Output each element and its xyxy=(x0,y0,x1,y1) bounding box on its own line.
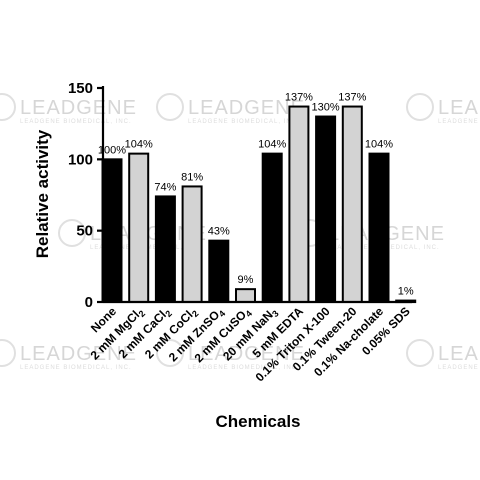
y-axis-title: Relative activity xyxy=(33,129,52,258)
y-tick-label-1: 50 xyxy=(76,223,93,240)
data-label-2: 74% xyxy=(154,181,176,193)
data-label-10: 104% xyxy=(365,139,393,151)
x-axis-title: Chemicals xyxy=(215,412,300,431)
data-label-9: 137% xyxy=(338,92,366,104)
data-label-7: 137% xyxy=(285,92,313,104)
bar-8 xyxy=(315,115,337,303)
bar-7 xyxy=(288,105,310,304)
data-label-6: 104% xyxy=(258,139,286,151)
watermark-subtext: LEADGENE BIOMEDICAL, INC. xyxy=(188,119,300,125)
bar-6 xyxy=(261,152,283,303)
watermark-text: LEADGENE xyxy=(188,97,305,119)
y-tick-label-0: 0 xyxy=(85,294,93,311)
data-label-1: 104% xyxy=(125,139,153,151)
watermark-subtext: LEADGENE BIOMEDICAL, INC. xyxy=(20,119,132,125)
watermark-text: LEADGENE xyxy=(438,343,480,365)
watermark-text: LEADGENE xyxy=(20,343,137,365)
data-label-5: 9% xyxy=(238,274,254,286)
y-tick-label-3: 150 xyxy=(68,80,93,97)
bar-1 xyxy=(128,152,150,303)
bar-4 xyxy=(208,239,230,304)
watermark-emblem-icon xyxy=(406,339,434,367)
data-label-3: 81% xyxy=(181,171,203,183)
bar-9 xyxy=(341,105,363,304)
watermark-emblem-icon xyxy=(58,219,86,247)
watermark-subtext: LEADGENE BIOMEDICAL, INC. xyxy=(438,119,480,125)
watermark-emblem-icon xyxy=(0,93,16,121)
bar-3 xyxy=(181,185,203,303)
bars-group xyxy=(101,105,417,304)
bar-0 xyxy=(101,158,123,303)
data-label-11: 1% xyxy=(398,286,414,298)
data-label-4: 43% xyxy=(208,226,230,238)
bar-2 xyxy=(154,195,176,303)
watermark-text: LEADGENE xyxy=(438,97,480,119)
bar-10 xyxy=(368,152,390,303)
watermark-text: LEADGENE xyxy=(188,343,305,365)
watermark-text: LEADGENE xyxy=(20,97,137,119)
data-labels-group: 100%104%74%81%43%9%104%137%130%137%104%1… xyxy=(98,92,414,298)
watermark-subtext: LEADGENE BIOMEDICAL, INC. xyxy=(438,365,480,371)
watermark-emblem-icon xyxy=(156,93,184,121)
watermark-emblem-icon xyxy=(0,339,16,367)
watermark-emblem-icon xyxy=(156,339,184,367)
watermark-subtext: LEADGENE BIOMEDICAL, INC. xyxy=(188,365,300,371)
watermark-emblem-icon xyxy=(406,93,434,121)
watermark-subtext: LEADGENE BIOMEDICAL, INC. xyxy=(20,365,132,371)
bar-5 xyxy=(235,288,256,304)
data-label-8: 130% xyxy=(312,102,340,114)
data-label-0: 100% xyxy=(98,144,126,156)
y-tick-label-2: 100 xyxy=(68,151,93,168)
y-ticks-group: 0 50 100 150 xyxy=(68,80,103,311)
